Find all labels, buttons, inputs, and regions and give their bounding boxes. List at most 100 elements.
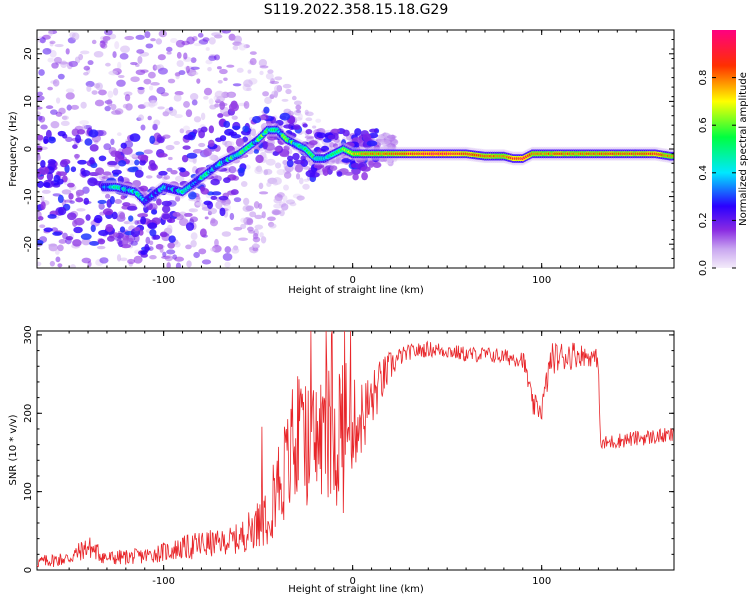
spectrogram-noise-blob [221,30,232,34]
spectrogram-signal-blob [97,238,106,245]
spectrogram-noise-blob [174,256,185,262]
spectrogram-noise-blob [262,91,269,97]
spectrogram-noise-blob [246,87,252,92]
spectrogram-noise-blob [211,32,221,37]
spectrogram-signal-blob [156,136,165,144]
spectrogram-signal-blob [274,146,282,152]
spectrogram-noise-blob [150,99,158,107]
spectrogram-noise-blob [254,167,264,175]
spectrogram-noise-blob [189,92,199,101]
spectrogram-signal-blob [228,102,239,112]
spectrogram-noise-blob [291,95,297,101]
spectrogram-signal-blob [235,137,245,147]
spectrogram-signal-blob [329,165,338,171]
spectrogram-noise-blob [233,197,242,203]
snr-x-tick-label: 0 [349,576,355,587]
spectrogram-noise-blob [304,109,309,115]
spectrogram-noise-blob [166,249,176,255]
spectrogram-signal-blob [53,174,61,183]
spectrogram-noise-blob [130,76,140,83]
spectrogram-noise-blob [295,173,301,180]
spectrogram-noise-blob [57,73,65,80]
snr-axes: -100 0 100 300 200 100 0 [23,325,674,587]
spectrogram-signal-blob [156,198,162,206]
spectrogram-noise-blob [198,248,207,255]
spectrogram-signal-blob [263,106,270,114]
spectrogram-signal-blob [181,154,189,163]
spectrogram-signal-blob [47,214,57,219]
spectrogram-noise-blob [104,30,113,36]
spectrogram-noise-blob [110,103,117,111]
spectrogram-noise-blob [149,240,154,246]
spectrogram-noise-blob [258,202,263,210]
spectrogram-noise-blob [135,34,145,40]
spectrogram-signal-blob [38,166,50,175]
spectrogram-noise-blob [37,153,41,161]
spectrogram-noise-blob [42,48,52,55]
spectrogram-noise-blob [93,50,104,58]
spectrogram-noise-blob [283,163,288,170]
spectrogram-noise-blob [143,78,152,85]
spectrogram-signal-blob [81,170,91,177]
spectrogram-signal-blob [199,228,207,238]
spectrogram-signal-blob [366,140,378,147]
spectrogram-signal-blob [126,205,138,211]
spectrogram-noise-blob [137,55,143,64]
snr-plot-area [36,330,675,571]
spectrogram-noise-blob [380,145,388,149]
spectrogram-signal-blob [342,129,350,137]
spectrogram-noise-blob [50,121,60,129]
spectrogram-noise-blob [190,57,197,63]
spectrogram-signal-blob [316,132,326,139]
spectrogram-noise-blob [158,30,168,38]
spectrogram-signal-blob [228,131,238,136]
spectrogram-noise-blob [215,201,223,210]
spectrogram-noise-blob [205,59,213,65]
spectrogram-noise-blob [123,91,133,96]
spectrogram-signal-blob [184,212,193,217]
spectrogram-signal-blob [206,201,214,209]
spectrogram-noise-blob [41,189,51,194]
spectrogram-noise-blob [186,36,195,45]
spectrogram-noise-blob [61,189,72,195]
spectrogram-signal-blob [107,161,118,166]
snr-series-line [37,331,674,568]
spectrogram-noise-blob [185,65,190,74]
spectrogram-noise-blob [55,97,61,104]
spectrogram-signal-blob [167,242,175,249]
spectrogram-signal-blob [287,155,294,161]
spectrogram-noise-blob [217,80,223,84]
spectrogram-signal-blob [72,144,78,149]
spectrogram-noise-blob [136,49,145,54]
spectrogram-signal-blob [344,171,354,176]
spectrogram-noise-blob [166,224,173,233]
spectrogram-noise-blob [80,101,87,109]
spectrogram-signal-blob [49,136,56,141]
spectrogram-signal-blob [98,155,107,162]
spectrogram-noise-blob [186,260,192,268]
spectrogram-noise-blob [295,104,302,111]
spectrogram-signal-blob [77,159,87,165]
spectrogram-signal-blob [333,143,339,149]
spectrogram-noise-blob [117,61,122,70]
spectrogram-signal-blob [119,226,126,233]
spectrogram-signal-blob [119,212,126,220]
spectrogram-signal-blob [232,125,241,130]
spectrogram-noise-blob [150,38,156,42]
spectrogram-noise-blob [386,134,397,139]
spectrogram-noise-blob [58,239,67,244]
snr-panel: -100 0 100 300 200 100 0 Height of straight li… [8,325,675,595]
spectrogram-signal-blob [308,140,318,146]
colorbar-tick-label: 0.2 [698,212,709,228]
spectrogram-noise-blob [178,218,189,226]
spectrogram-signal-blob [215,137,223,143]
spectrogram-noise-blob [147,71,156,79]
spectrogram-signal-blob [121,146,133,155]
snr-x-tick-label: -100 [152,576,175,587]
spectrogram-noise-blob [176,51,182,59]
spectrogram-noise-blob [61,115,69,120]
spectrogram-noise-blob [273,197,282,204]
spectrogram-signal-blob [138,185,149,192]
spectrogram-signal-blob [279,153,290,158]
